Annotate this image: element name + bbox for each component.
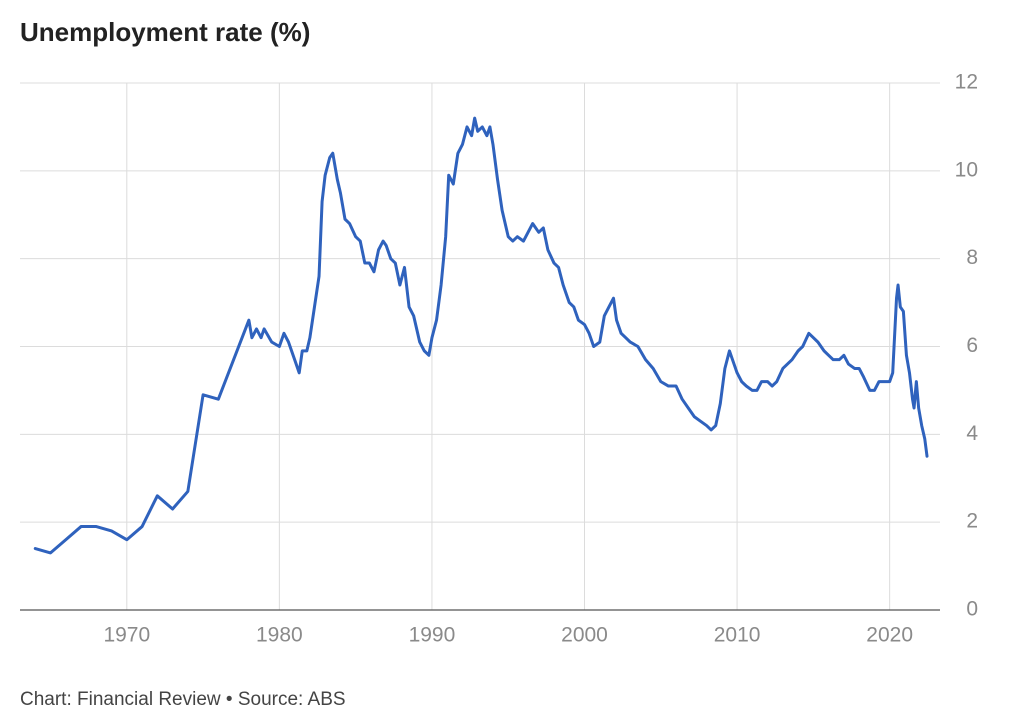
x-tick-label: 2020 <box>866 624 913 647</box>
y-tick-label: 2 <box>966 510 978 533</box>
x-tick-label: 2010 <box>714 624 761 647</box>
x-tick-label: 1970 <box>103 624 150 647</box>
x-tick-label: 2000 <box>561 624 608 647</box>
y-tick-label: 0 <box>966 598 978 621</box>
line-series <box>33 116 929 555</box>
x-tick-label: 1980 <box>256 624 303 647</box>
x-tick-label: 1990 <box>409 624 456 647</box>
y-tick-label: 10 <box>955 158 978 181</box>
chart-title: Unemployment rate (%) <box>20 17 310 47</box>
chart-footer: Chart: Financial Review • Source: ABS <box>20 689 346 710</box>
y-tick-label: 4 <box>966 422 978 445</box>
y-tick-label: 12 <box>955 71 978 94</box>
y-tick-label: 6 <box>966 334 978 357</box>
y-tick-label: 8 <box>966 246 978 269</box>
